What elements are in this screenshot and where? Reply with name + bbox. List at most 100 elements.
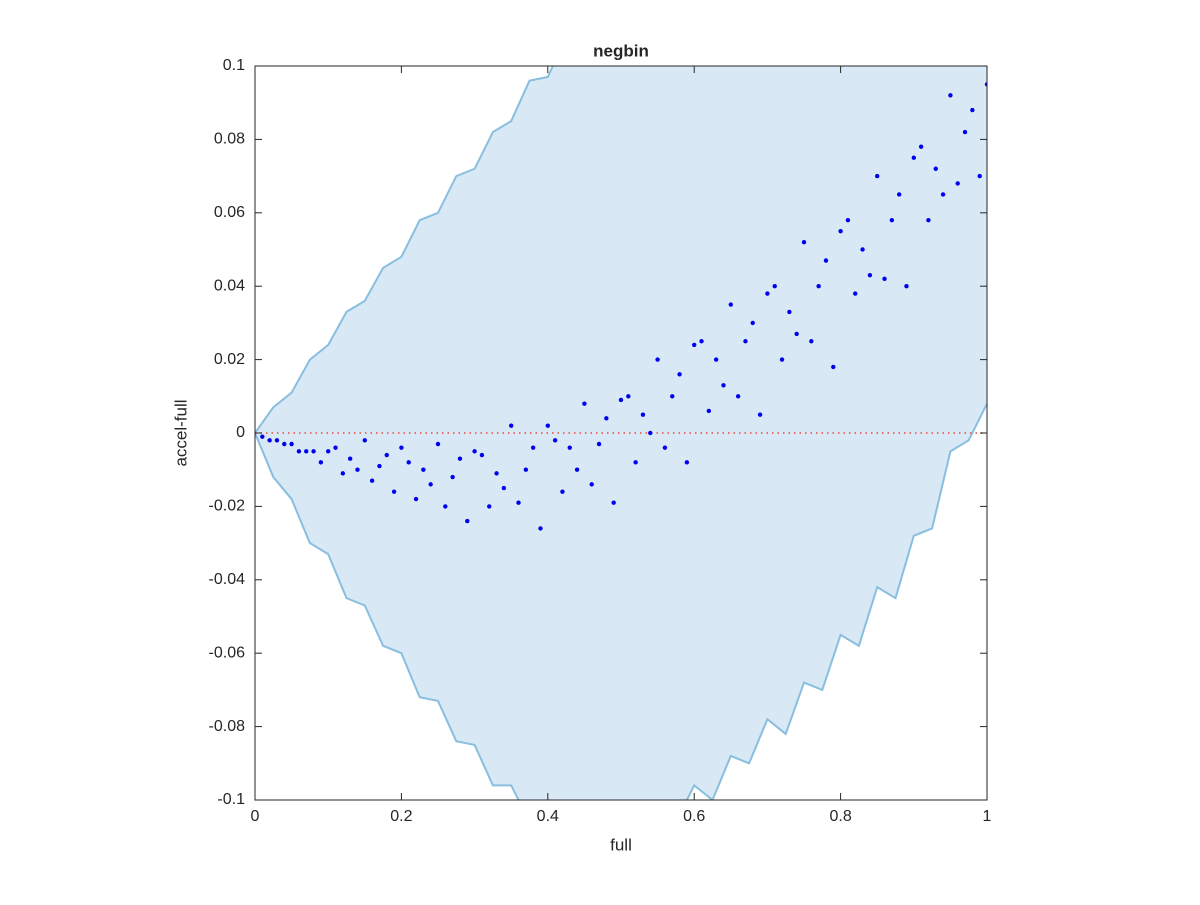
data-point bbox=[860, 247, 865, 252]
data-point bbox=[472, 449, 477, 454]
x-tick-label: 1 bbox=[983, 808, 992, 825]
y-tick-label: -0.02 bbox=[209, 498, 246, 515]
data-point bbox=[450, 474, 455, 480]
y-axis-label: accel-full bbox=[171, 399, 190, 466]
data-point bbox=[618, 397, 624, 403]
data-point bbox=[655, 357, 660, 362]
data-point bbox=[816, 284, 821, 289]
data-point bbox=[896, 192, 902, 197]
data-point bbox=[955, 181, 960, 186]
data-point bbox=[940, 192, 946, 197]
data-point bbox=[443, 504, 448, 509]
data-point bbox=[428, 482, 433, 487]
y-tick-label: -0.08 bbox=[209, 718, 246, 735]
data-point bbox=[267, 438, 272, 443]
data-point bbox=[362, 438, 367, 443]
data-point bbox=[304, 449, 309, 454]
data-point bbox=[465, 518, 470, 524]
y-tick-label: -0.1 bbox=[217, 791, 245, 808]
data-point bbox=[516, 500, 521, 505]
data-point bbox=[918, 144, 924, 149]
data-point bbox=[457, 456, 463, 461]
data-point bbox=[421, 467, 426, 472]
data-point bbox=[926, 217, 931, 223]
data-point bbox=[794, 331, 799, 337]
y-tick-label: 0.04 bbox=[214, 277, 245, 294]
data-point bbox=[530, 445, 536, 450]
data-point bbox=[823, 258, 829, 263]
y-tick-label: 0.08 bbox=[214, 131, 245, 148]
data-point bbox=[692, 342, 697, 348]
data-point bbox=[882, 276, 887, 282]
data-point bbox=[567, 445, 572, 450]
data-point bbox=[611, 500, 616, 505]
band-lower-line bbox=[255, 403, 987, 800]
data-point bbox=[509, 423, 514, 428]
data-point bbox=[889, 217, 895, 223]
data-point bbox=[347, 456, 353, 461]
data-point bbox=[648, 430, 653, 436]
chart-title: negbin bbox=[593, 41, 649, 60]
data-point bbox=[977, 173, 982, 179]
data-point bbox=[984, 82, 987, 87]
data-point bbox=[289, 441, 294, 447]
data-point bbox=[333, 445, 338, 450]
data-point bbox=[728, 302, 733, 307]
data-point bbox=[772, 284, 777, 289]
plot-area bbox=[255, 66, 987, 800]
data-point bbox=[574, 467, 580, 472]
data-point bbox=[948, 93, 953, 98]
data-point bbox=[721, 383, 726, 388]
data-point bbox=[933, 166, 938, 171]
data-point bbox=[494, 471, 499, 476]
data-point bbox=[765, 291, 770, 296]
data-point bbox=[875, 173, 880, 179]
y-tick-label: 0.1 bbox=[223, 57, 245, 74]
data-point bbox=[750, 320, 755, 326]
data-point bbox=[962, 129, 968, 135]
data-point bbox=[523, 467, 529, 472]
data-point bbox=[670, 394, 675, 399]
data-point bbox=[838, 228, 843, 234]
data-point bbox=[713, 357, 719, 362]
data-point bbox=[545, 423, 550, 428]
data-point bbox=[809, 339, 814, 344]
y-tick-label: -0.06 bbox=[209, 644, 246, 661]
data-point bbox=[552, 438, 558, 443]
data-point bbox=[406, 460, 411, 465]
data-point bbox=[560, 489, 565, 494]
data-point bbox=[355, 467, 360, 472]
y-tick-label: 0 bbox=[236, 424, 245, 441]
data-point bbox=[501, 485, 507, 491]
data-point bbox=[684, 460, 690, 465]
data-point bbox=[479, 452, 485, 458]
data-point bbox=[391, 489, 397, 494]
data-point bbox=[662, 445, 668, 450]
data-point bbox=[699, 339, 704, 344]
data-point bbox=[384, 452, 389, 458]
data-point bbox=[706, 408, 712, 414]
data-point bbox=[326, 449, 331, 454]
data-point bbox=[377, 463, 382, 469]
data-point bbox=[538, 526, 543, 531]
data-point bbox=[779, 357, 785, 362]
data-point bbox=[399, 445, 404, 450]
data-point bbox=[640, 412, 646, 417]
data-point bbox=[801, 239, 807, 245]
data-point bbox=[845, 217, 851, 223]
x-tick-label: 0 bbox=[251, 808, 260, 825]
data-point bbox=[677, 372, 682, 377]
data-point bbox=[596, 441, 602, 447]
x-tick-label: 0.4 bbox=[537, 808, 559, 825]
data-point bbox=[260, 434, 265, 439]
data-point bbox=[296, 449, 302, 454]
band-fill bbox=[255, 66, 987, 800]
data-point bbox=[757, 412, 763, 417]
data-point bbox=[970, 107, 975, 113]
band-upper-line bbox=[255, 66, 554, 434]
y-tick-label: -0.04 bbox=[209, 571, 246, 588]
y-tick-label: 0.02 bbox=[214, 351, 245, 368]
x-tick-label: 0.6 bbox=[683, 808, 705, 825]
x-tick-label: 0.8 bbox=[829, 808, 851, 825]
